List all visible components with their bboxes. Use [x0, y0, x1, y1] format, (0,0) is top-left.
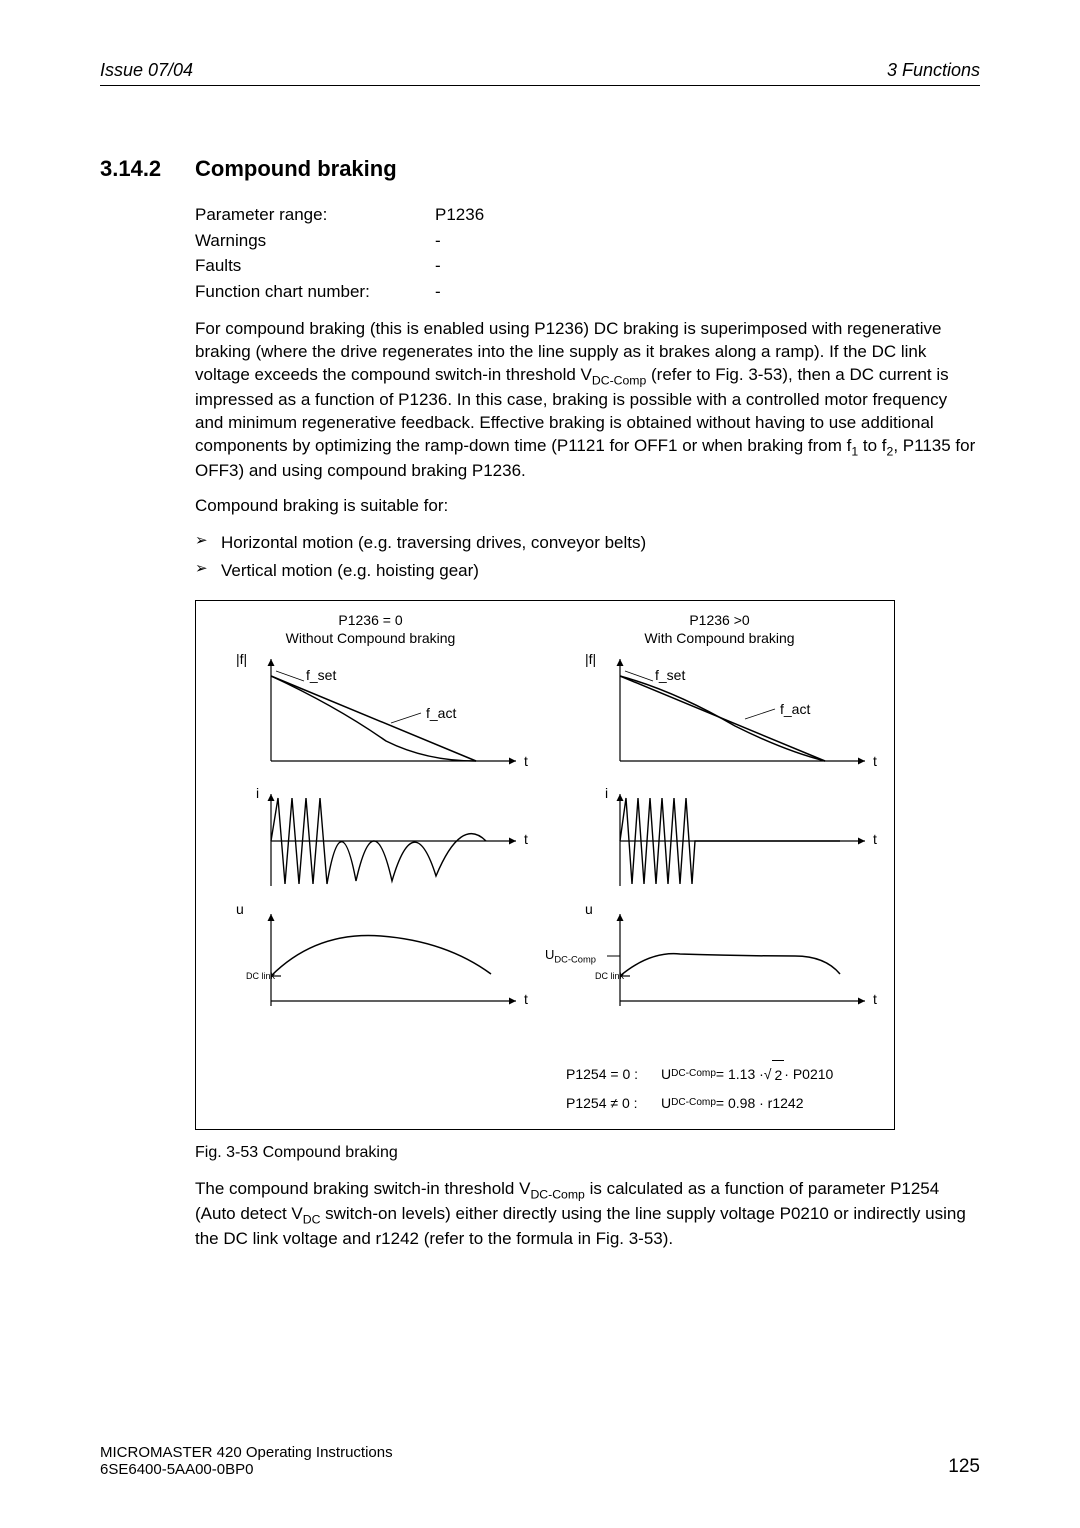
param-value: P1236 [435, 202, 484, 228]
i-axis-label: i [256, 785, 259, 801]
fig-left-title: P1236 = 0 Without Compound braking [196, 611, 545, 647]
u-sym: U [545, 947, 554, 962]
param-value: - [435, 279, 441, 305]
f-axis-label: |f| [585, 651, 596, 667]
t-label: t [873, 991, 877, 1007]
u-sub: DC-Comp [554, 954, 596, 964]
t1: P1236 = 0 [338, 612, 402, 628]
dclink-label: DC link [595, 971, 624, 981]
section-number: 3.14.2 [100, 156, 195, 182]
sqrt-icon: √ [764, 1060, 772, 1088]
formula-row-1: P1254 = 0 : UDC-Comp = 1.13 · √2 · P0210 [566, 1060, 833, 1089]
fact-label: f_act [426, 705, 456, 721]
page-footer: MICROMASTER 420 Operating Instructions 6… [100, 1444, 980, 1478]
u-plot-right [595, 906, 875, 1016]
f1-tail: · P0210 [784, 1060, 833, 1088]
fig-right-title: P1236 >0 With Compound braking [545, 611, 894, 647]
t-label: t [524, 753, 528, 769]
header-left: Issue 07/04 [100, 60, 193, 81]
t1: P1236 >0 [689, 612, 749, 628]
param-row: Warnings - [195, 228, 980, 254]
t-label: t [873, 753, 877, 769]
bullet-list: ➢ Horizontal motion (e.g. traversing dri… [195, 529, 980, 583]
parameter-table: Parameter range: P1236 Warnings - Faults… [195, 202, 980, 304]
footer-line2: 6SE6400-5AA00-0BP0 [100, 1461, 393, 1478]
p1-sub1: DC-Comp [592, 373, 646, 387]
paragraph-3: The compound braking switch-in threshold… [195, 1178, 980, 1251]
t-label: t [873, 831, 877, 847]
section-title: Compound braking [195, 156, 397, 182]
f1-usub: DC-Comp [671, 1064, 716, 1084]
header-right: 3 Functions [887, 60, 980, 81]
f2-left: P1254 ≠ 0 : [566, 1089, 661, 1117]
bullet-marker-icon: ➢ [195, 529, 221, 556]
f1-u: U [661, 1060, 671, 1088]
bullet-text: Horizontal motion (e.g. traversing drive… [221, 529, 646, 556]
u-axis-label: u [585, 901, 593, 917]
t2: With Compound braking [644, 630, 794, 646]
p3-sub2: DC [303, 1212, 321, 1226]
param-row: Faults - [195, 253, 980, 279]
formula-block: P1254 = 0 : UDC-Comp = 1.13 · √2 · P0210… [566, 1060, 833, 1117]
figure-3-53: P1236 = 0 Without Compound braking |f| f… [195, 600, 895, 1130]
section-heading: 3.14.2 Compound braking [100, 156, 980, 182]
figure-right-column: P1236 >0 With Compound braking |f| f_set… [545, 601, 894, 1129]
fset-label: f_set [306, 667, 336, 683]
t2: Without Compound braking [286, 630, 456, 646]
bullet-item: ➢ Vertical motion (e.g. hoisting gear) [195, 557, 980, 584]
footer-left: MICROMASTER 420 Operating Instructions 6… [100, 1444, 393, 1478]
f2-u: U [661, 1089, 671, 1117]
page-header: Issue 07/04 3 Functions [100, 60, 980, 86]
f-plot-right [595, 651, 875, 771]
paragraph-1: For compound braking (this is enabled us… [195, 318, 980, 483]
bullet-item: ➢ Horizontal motion (e.g. traversing dri… [195, 529, 980, 556]
t-label: t [524, 991, 528, 1007]
fact-label: f_act [780, 701, 810, 717]
i-plot-right [595, 786, 875, 896]
p1-c: to f [858, 436, 886, 455]
param-label: Faults [195, 253, 435, 279]
dclink-label: DC link [246, 971, 275, 981]
t-label: t [524, 831, 528, 847]
f2-usub: DC-Comp [671, 1093, 716, 1113]
param-label: Parameter range: [195, 202, 435, 228]
page-number: 125 [948, 1456, 980, 1478]
paragraph-2: Compound braking is suitable for: [195, 495, 980, 518]
content-block: Parameter range: P1236 Warnings - Faults… [195, 202, 980, 1251]
param-row: Parameter range: P1236 [195, 202, 980, 228]
fset-label: f_set [655, 667, 685, 683]
bullet-marker-icon: ➢ [195, 557, 221, 584]
f1-eq: = 1.13 · [716, 1060, 764, 1088]
u-plot-left [246, 906, 526, 1016]
figure-caption: Fig. 3-53 Compound braking [195, 1144, 980, 1162]
param-row: Function chart number: - [195, 279, 980, 305]
p3-sub1: DC-Comp [530, 1187, 584, 1201]
p3-a: The compound braking switch-in threshold… [195, 1179, 530, 1198]
param-label: Warnings [195, 228, 435, 254]
udccomp-label: UDC-Comp [545, 947, 596, 965]
u-axis-label: u [236, 901, 244, 917]
f1-left: P1254 = 0 : [566, 1060, 661, 1088]
formula-row-2: P1254 ≠ 0 : UDC-Comp = 0.98 · r1242 [566, 1089, 833, 1117]
footer-line1: MICROMASTER 420 Operating Instructions [100, 1444, 393, 1461]
f-axis-label: |f| [236, 651, 247, 667]
param-label: Function chart number: [195, 279, 435, 305]
param-value: - [435, 253, 441, 279]
bullet-text: Vertical motion (e.g. hoisting gear) [221, 557, 479, 584]
i-axis-label: i [605, 785, 608, 801]
figure-left-column: P1236 = 0 Without Compound braking |f| f… [196, 601, 545, 1129]
i-plot-left [246, 786, 526, 896]
f2-eq: = 0.98 · r1242 [716, 1089, 804, 1117]
f-plot-left [246, 651, 526, 771]
param-value: - [435, 228, 441, 254]
f1-sqrt: 2 [772, 1060, 784, 1089]
